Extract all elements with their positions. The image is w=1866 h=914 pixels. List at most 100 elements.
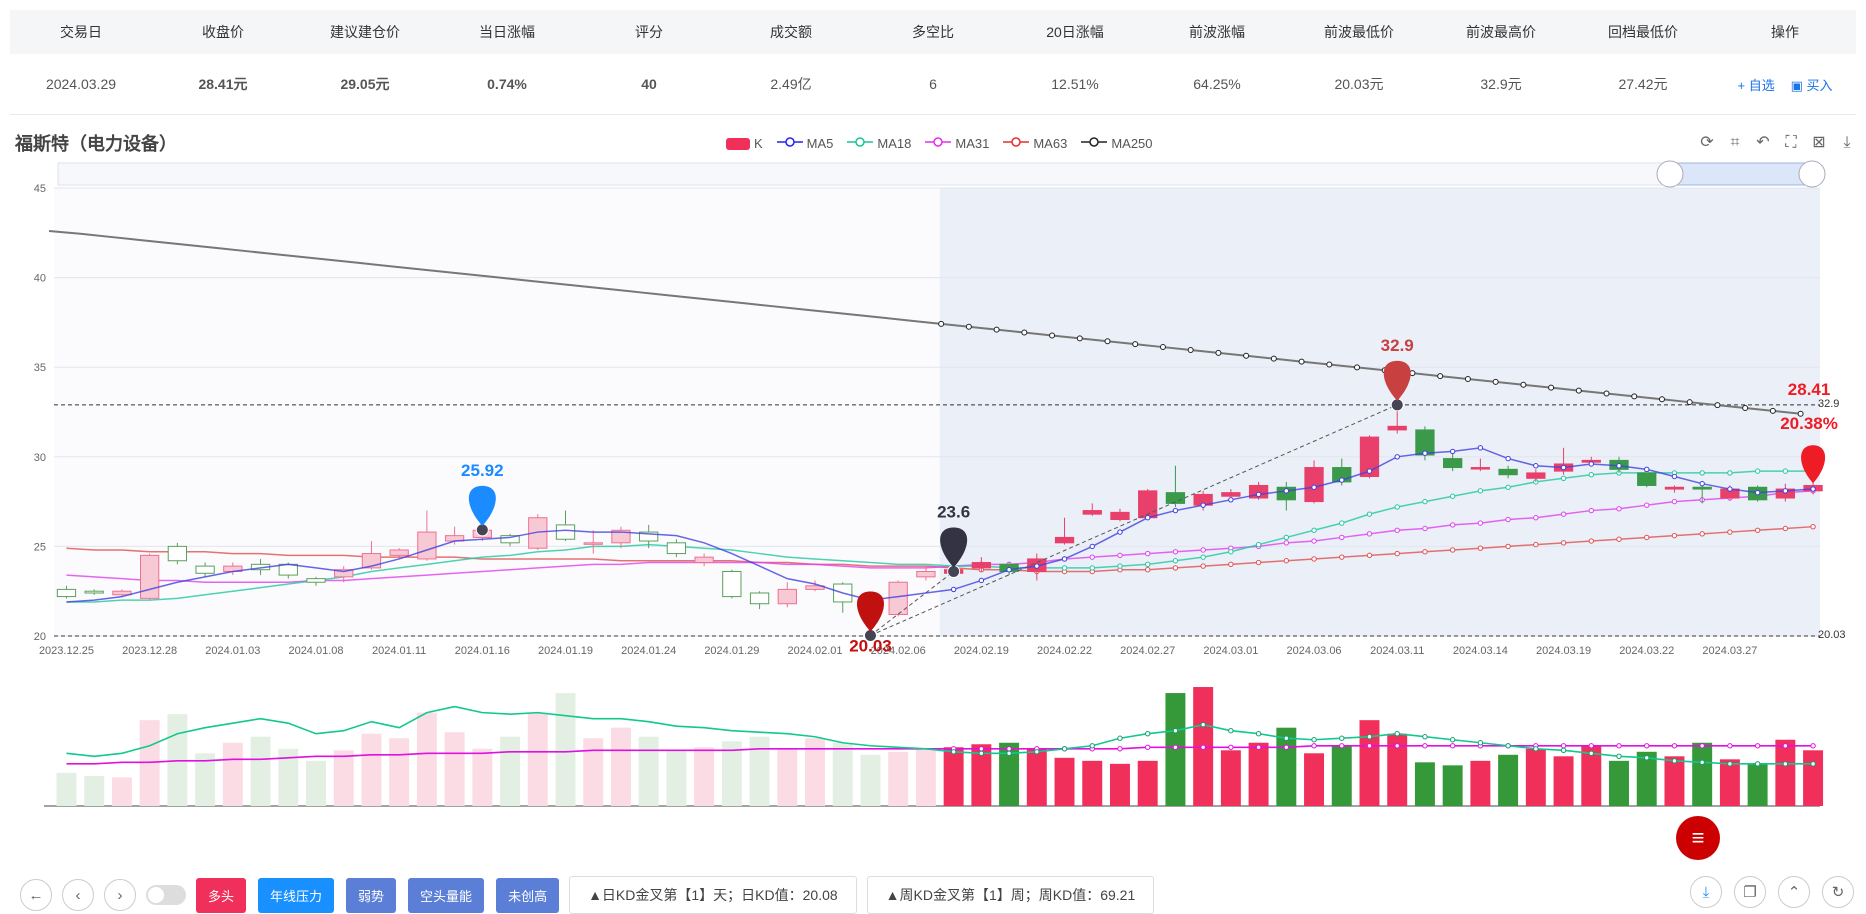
refresh-icon[interactable]: ↻ xyxy=(1822,876,1854,908)
ma31-line-point xyxy=(1671,498,1678,505)
x-tick-label: 2024.02.22 xyxy=(1037,645,1092,657)
volume-ma-point xyxy=(1810,761,1816,767)
ma31-line-point xyxy=(1505,516,1511,523)
ma250-point xyxy=(1243,352,1250,359)
ma250-point xyxy=(1076,335,1083,342)
volume-bar xyxy=(1220,750,1241,806)
candle xyxy=(722,569,742,599)
volume-ma-point xyxy=(1006,750,1012,756)
ma63-line-point xyxy=(1616,536,1622,542)
volume-ma-point xyxy=(978,750,985,756)
volume-ma-point xyxy=(1117,746,1123,752)
mode-toggle[interactable] xyxy=(146,885,186,905)
volume-ma-point xyxy=(1699,759,1705,766)
ma31-line-point xyxy=(1449,522,1456,528)
ma5-line-point xyxy=(1477,445,1484,451)
candle-body xyxy=(306,578,326,583)
prev-icon[interactable]: ‹ xyxy=(62,879,94,911)
download-icon[interactable]: ⤓ xyxy=(1843,134,1851,151)
cell-wave-high: 32.9元 xyxy=(1430,54,1572,115)
buy-button[interactable]: ▣ 买入 xyxy=(1790,77,1833,93)
ma5-line-point xyxy=(1117,529,1123,535)
column-header: 多空比 xyxy=(862,10,1004,54)
candle-body xyxy=(1526,472,1546,479)
legend-item[interactable]: MA250 xyxy=(1081,136,1153,151)
ma250-point xyxy=(1548,384,1555,391)
menu-fab-button[interactable]: ≡ xyxy=(1676,816,1720,860)
volume-bar xyxy=(1137,760,1158,806)
ma5-line-point xyxy=(1061,556,1068,562)
signal-tag[interactable]: 多头 xyxy=(196,877,247,913)
ma63-line-point xyxy=(1200,563,1206,569)
next-icon[interactable]: › xyxy=(104,879,136,911)
right-high-label: 32.9 xyxy=(1818,398,1839,410)
volume-bar xyxy=(1498,754,1519,806)
volume-bar xyxy=(610,727,631,806)
volume-ma-point xyxy=(1588,750,1594,756)
copy-icon[interactable]: ❐ xyxy=(1734,876,1766,908)
candle-body xyxy=(1110,511,1130,521)
x-tick-label: 2024.01.08 xyxy=(288,645,343,657)
ma18-line-point xyxy=(1588,472,1594,478)
add-watchlist-button[interactable]: + 自选 xyxy=(1737,77,1775,93)
candle-body xyxy=(1443,458,1463,469)
trend-line xyxy=(870,571,954,636)
x-tick-label: 2023.12.25 xyxy=(39,645,94,657)
candle-body xyxy=(1359,436,1380,478)
legend-item[interactable]: K xyxy=(726,136,763,151)
trend-line xyxy=(870,404,1398,636)
table-row: 2024.03.29 28.41元 29.05元 0.74% 40 2.49亿 … xyxy=(10,54,1856,115)
signal-tag[interactable]: 空头量能 xyxy=(408,877,485,913)
volume-ma-point xyxy=(1782,743,1789,749)
candle-body xyxy=(334,569,354,578)
week-kd-info: ▲周KD金叉第【1】周；周KD值：69.21 xyxy=(866,876,1155,914)
candle-body xyxy=(528,517,548,549)
candle xyxy=(306,576,326,586)
legend-item[interactable]: MA31 xyxy=(925,136,989,151)
ma5-line-point xyxy=(1422,450,1428,456)
ma31-line-point xyxy=(1394,527,1400,533)
crop-icon[interactable]: ⌗ xyxy=(1730,134,1740,151)
x-tick-label: 2024.02.27 xyxy=(1120,645,1175,657)
last-price-label: 28.41 xyxy=(1788,380,1831,399)
volume-bar xyxy=(721,741,742,806)
y-tick-label: 35 xyxy=(34,362,46,374)
back-icon[interactable]: ← xyxy=(20,879,52,911)
ma250-point xyxy=(1742,404,1749,411)
candle-body xyxy=(722,570,742,598)
ma5-line-point xyxy=(1034,563,1040,569)
cell-wave-low: 20.03元 xyxy=(1288,54,1430,115)
signal-tag[interactable]: 年线压力 xyxy=(258,877,335,913)
ma250-point xyxy=(1714,402,1721,409)
volume-ma-point xyxy=(1145,731,1151,737)
volume-bar xyxy=(943,747,964,806)
volume-bar xyxy=(777,748,798,806)
column-header: 收盘价 xyxy=(152,10,294,54)
legend-item[interactable]: MA18 xyxy=(847,136,911,151)
ma250-point xyxy=(1603,390,1610,397)
volume-bar xyxy=(1692,742,1713,806)
undo-icon[interactable]: ↶ xyxy=(1756,134,1770,151)
legend-item[interactable]: MA5 xyxy=(776,136,833,151)
candle xyxy=(555,510,576,542)
legend-item[interactable]: MA63 xyxy=(1003,136,1067,151)
volume-ma-point xyxy=(1560,747,1567,753)
signal-tag[interactable]: 弱势 xyxy=(346,877,397,913)
candle-body xyxy=(1498,468,1518,476)
ma5-line-point xyxy=(1754,489,1761,496)
volume-ma-point xyxy=(1145,744,1151,750)
export-icon[interactable]: ⊠ xyxy=(1812,134,1826,151)
signal-tag[interactable]: 未创高 xyxy=(496,877,560,913)
mid-marker: 23.6 xyxy=(937,502,970,578)
column-header: 前波最高价 xyxy=(1430,10,1572,54)
volume-bar xyxy=(333,750,354,806)
volume-ma-point xyxy=(1172,728,1179,734)
candle xyxy=(1692,483,1712,504)
up-icon[interactable]: ⌃ xyxy=(1778,876,1810,908)
download-icon[interactable]: ⤓ xyxy=(1690,876,1722,908)
refresh-icon[interactable]: ⟳ xyxy=(1700,134,1714,151)
fullscreen-icon[interactable]: ⛶ xyxy=(1785,134,1797,151)
volume-bar xyxy=(1331,745,1352,806)
ma5-line-point xyxy=(950,586,957,593)
ma63-line-point xyxy=(1644,534,1650,541)
